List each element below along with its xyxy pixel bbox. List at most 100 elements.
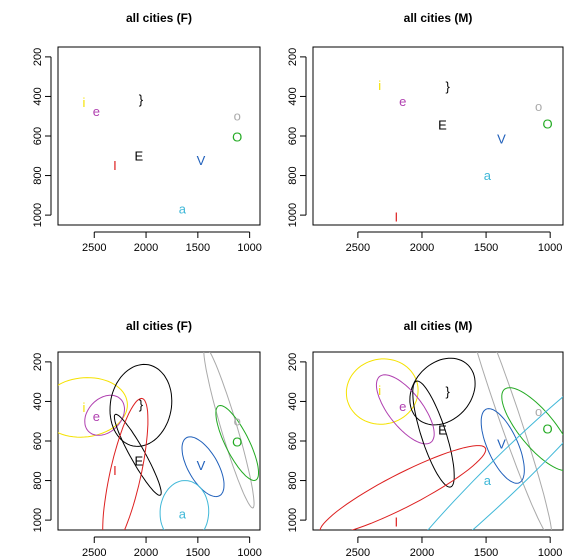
y-tick-label: 1000 (287, 508, 299, 532)
point-label-i: i (378, 383, 381, 398)
ellipse-} (409, 357, 476, 426)
point-label-E: E (134, 148, 143, 163)
x-tick-label: 1500 (474, 242, 498, 254)
y-tick-label: 600 (287, 432, 299, 450)
panel-top-left: all cities (F) 2500 2000 1500 1000 200 400 600 8… (32, 11, 262, 254)
panel-title: all cities (M) (404, 11, 473, 25)
point-label-O: O (543, 422, 553, 437)
point-label-O: O (232, 434, 242, 449)
ellipse-I (102, 397, 149, 530)
point-label-a: a (179, 202, 187, 217)
point-label-o: o (535, 404, 542, 419)
panel-title: all cities (F) (126, 319, 192, 333)
x-tick-label: 1000 (538, 547, 562, 558)
x-tick-label: 2500 (346, 547, 370, 558)
y-tick-label: 400 (32, 87, 44, 105)
x-tick-label: 1000 (538, 242, 562, 254)
point-label-}: } (445, 384, 450, 399)
point-label-e: e (399, 399, 406, 414)
ellipse-E (113, 413, 162, 496)
ellipse-e (84, 394, 126, 436)
point-label-}: } (445, 79, 450, 94)
point-label-a: a (484, 473, 492, 488)
plot-frame (57, 351, 261, 531)
x-tick-label: 1500 (474, 547, 498, 558)
point-label-V: V (197, 458, 206, 473)
point-label-E: E (134, 453, 143, 468)
y-tick-label: 1000 (32, 508, 44, 532)
point-label-e: e (93, 409, 100, 424)
panel-top-right: all cities (M) 2500 2000 1500 1000 200 400 600 8… (287, 11, 564, 254)
ellipse-a (159, 480, 210, 530)
point-label-}: } (139, 397, 144, 412)
x-tick-label: 2500 (346, 242, 370, 254)
ellipse-V (480, 408, 525, 484)
y-tick-label: 400 (287, 87, 299, 105)
y-tick-label: 200 (32, 48, 44, 66)
point-label-o: o (535, 99, 542, 114)
point-label-o: o (234, 109, 241, 124)
point-label-O: O (543, 117, 553, 132)
ellipse-O (501, 387, 563, 471)
panel-title: all cities (F) (126, 11, 192, 25)
panel-bottom-right: all cities (M) 2500 2000 1500 1000 200 400 600 8… (287, 319, 564, 558)
y-tick-label: 600 (32, 432, 44, 450)
point-label-V: V (197, 153, 206, 168)
x-tick-label: 1500 (186, 547, 210, 558)
y-tick-label: 1000 (287, 203, 299, 227)
ellipse-e (375, 374, 435, 445)
x-tick-label: 2500 (82, 242, 106, 254)
x-tick-label: 1000 (237, 242, 261, 254)
y-tick-label: 1000 (32, 203, 44, 227)
ellipse-E (412, 380, 455, 488)
point-label-}: } (139, 92, 144, 107)
ellipse-o (203, 352, 255, 509)
point-label-V: V (497, 131, 506, 146)
plot-frame (312, 46, 564, 226)
point-label-I: I (113, 158, 117, 173)
point-label-e: e (93, 104, 100, 119)
ellipse-V (181, 436, 225, 498)
panel-bottom-left: all cities (F) 2500 2000 1500 1000 200 400 600 8… (32, 319, 262, 558)
y-tick-label: 200 (287, 48, 299, 66)
point-label-i: i (82, 400, 85, 415)
point-label-a: a (179, 507, 187, 522)
y-tick-label: 800 (32, 166, 44, 184)
x-tick-label: 2500 (82, 547, 106, 558)
point-label-a: a (484, 168, 492, 183)
y-tick-label: 200 (32, 353, 44, 371)
y-tick-label: 200 (287, 353, 299, 371)
point-label-V: V (497, 436, 506, 451)
plot-frame (57, 46, 261, 226)
x-tick-label: 2000 (134, 547, 158, 558)
x-tick-label: 1000 (237, 547, 261, 558)
y-tick-label: 800 (287, 166, 299, 184)
y-tick-label: 800 (32, 471, 44, 489)
y-tick-label: 400 (32, 392, 44, 410)
ellipse-O (215, 404, 259, 482)
x-tick-label: 2000 (410, 242, 434, 254)
y-tick-label: 800 (287, 471, 299, 489)
ellipse-} (109, 363, 173, 447)
plot-frame (312, 351, 564, 531)
ellipse-a (427, 396, 563, 530)
y-tick-label: 600 (287, 127, 299, 145)
point-label-i: i (378, 78, 381, 93)
x-tick-label: 2000 (410, 547, 434, 558)
point-label-O: O (232, 129, 242, 144)
point-label-I: I (395, 515, 399, 530)
point-label-E: E (438, 118, 447, 133)
x-tick-label: 2000 (134, 242, 158, 254)
point-label-E: E (438, 423, 447, 438)
x-tick-label: 1500 (186, 242, 210, 254)
point-label-i: i (82, 95, 85, 110)
y-tick-label: 600 (32, 127, 44, 145)
point-label-o: o (234, 414, 241, 429)
ellipse-I (319, 445, 487, 530)
y-tick-label: 400 (287, 392, 299, 410)
point-label-I: I (395, 210, 399, 225)
point-label-e: e (399, 94, 406, 109)
ellipse-i (345, 358, 419, 425)
point-label-I: I (113, 463, 117, 478)
